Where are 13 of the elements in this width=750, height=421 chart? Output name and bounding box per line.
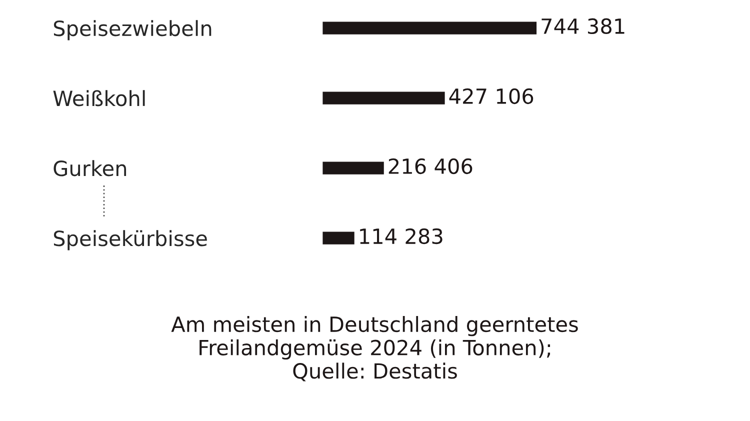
text: Am meisten in Deutschland geerntetes Freilandgemüse 2024 (in Tonnen); Quelle: Destatis [171,316,578,382]
bar [322,90,446,106]
data-label: 216 406 [388,158,472,174]
bar [322,160,386,176]
y-tick-label: Weißkohl [53,90,145,106]
data-label: 114 283 [360,228,442,244]
data-label: 744 381 [542,18,624,34]
y-tick-label: Speisezwiebeln [54,20,212,40]
bar [322,230,356,246]
bar [322,20,538,36]
y-tick-label: Speisekürbisse [54,230,207,250]
y-tick-label: Gurken [54,160,126,176]
data-label: 427 106 [449,88,534,104]
